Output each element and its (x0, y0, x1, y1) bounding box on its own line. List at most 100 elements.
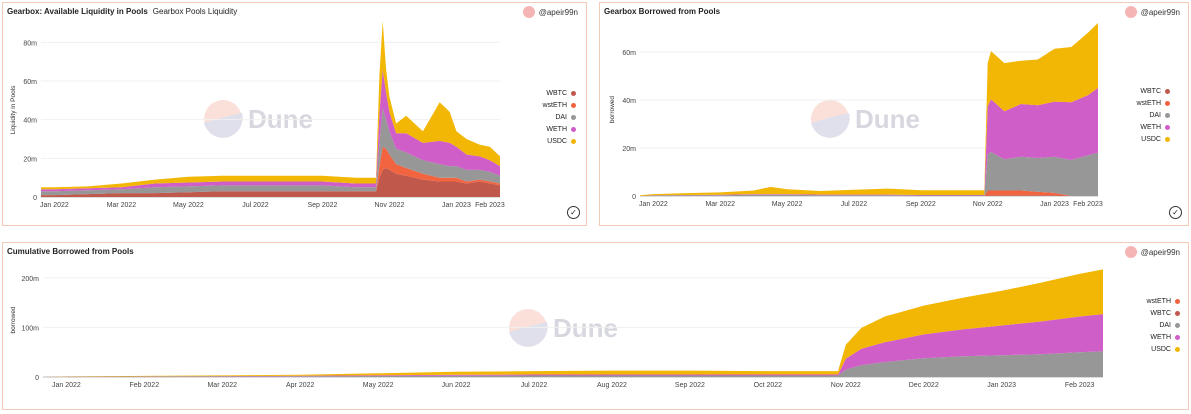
area-usdc (43, 269, 1103, 377)
x-tick-label: Nov 2022 (374, 202, 404, 209)
x-tick-label: Jul 2022 (841, 201, 868, 208)
area-usdc (640, 23, 1098, 196)
area-dai (640, 152, 1098, 196)
x-tick-label: Aug 2022 (597, 382, 627, 389)
legend-swatch (1175, 346, 1180, 352)
x-tick-label: Feb 2023 (475, 202, 505, 209)
legend-swatch (1165, 124, 1170, 130)
area-dai (43, 351, 1103, 377)
x-tick-label: Jan 2022 (40, 202, 69, 209)
watermark-text: Dune (248, 104, 313, 134)
legend-item[interactable]: DAI (1147, 319, 1180, 331)
x-tick-label: Sep 2022 (675, 382, 705, 389)
x-tick-label: Mar 2022 (705, 201, 735, 208)
legend-item[interactable]: DAI (1137, 109, 1170, 121)
legend-item[interactable]: wstETH (543, 99, 576, 111)
legend-label: DAI (1149, 111, 1161, 119)
x-tick-label: Jan 2023 (1040, 201, 1069, 208)
legend-item[interactable]: DAI (543, 111, 576, 123)
x-tick-label: Jul 2022 (521, 382, 548, 389)
area-wsteth (41, 146, 500, 196)
legend-item[interactable]: WBTC (543, 87, 576, 99)
dune-watermark: Dune (204, 100, 313, 138)
x-tick-label: Dec 2022 (909, 382, 939, 389)
legend: wstETH WBTC DAI WETH USDC (1146, 295, 1180, 355)
legend-item[interactable]: wstETH (1146, 295, 1180, 307)
legend-item[interactable]: USDC (1147, 343, 1180, 355)
liquidity-chart: Dune 0 20m 40m 60m 80m Liquidity in Pools Jan 2… (10, 21, 505, 209)
legend-label: USDC (1151, 345, 1171, 353)
x-tick-label: Feb 2023 (1073, 201, 1103, 208)
x-tick-label: Jan 2023 (442, 202, 471, 209)
legend-label: WBTC (546, 89, 567, 97)
legend-swatch (1165, 136, 1170, 142)
legend-label: wstETH (1146, 297, 1172, 305)
dune-watermark: Dune (509, 309, 618, 347)
x-tick-label: Jul 2022 (242, 202, 269, 209)
legend-item[interactable]: WBTC (1147, 307, 1180, 319)
x-tick-label: Mar 2022 (207, 382, 237, 389)
legend-swatch (1175, 322, 1180, 328)
y-tick-label: 0 (35, 375, 39, 382)
legend-label: WETH (1140, 123, 1161, 131)
watermark-text: Dune (553, 313, 618, 343)
x-tick-label: Nov 2022 (973, 201, 1003, 208)
dune-watermark: Dune (811, 100, 920, 138)
legend-item[interactable]: wstETH (1136, 97, 1170, 109)
legend-label: WETH (546, 125, 567, 133)
legend-swatch (1175, 298, 1180, 304)
x-tick-label: May 2022 (363, 382, 394, 389)
legend-label: WETH (1150, 333, 1171, 341)
legend-item[interactable]: WBTC (1137, 85, 1170, 97)
author-name: @apeir99n (1140, 247, 1180, 257)
y-tick-label: 100m (21, 325, 39, 332)
avatar (1124, 6, 1137, 18)
x-tick-label: Nov 2022 (831, 382, 861, 389)
area-dai (41, 108, 500, 196)
panel-title: Gearbox Borrowed from Pools (604, 7, 721, 16)
legend: WBTC wstETH DAI WETH USDC (543, 87, 576, 147)
author-name: @apeir99n (1140, 7, 1180, 17)
y-tick-label: 80m (23, 40, 37, 47)
cumulative-panel: Cumulative Borrowed from Pools @apeir99n… (2, 242, 1189, 410)
author-name: @apeir99n (538, 7, 578, 17)
x-tick-label: Feb 2022 (130, 382, 160, 389)
author-link[interactable]: @apeir99n (522, 6, 578, 18)
author-link[interactable]: @apeir99n (1124, 6, 1180, 18)
verified-check-icon: ✓ (1169, 206, 1182, 219)
liquidity-panel: Gearbox: Available Liquidity in Pools Gea… (2, 2, 587, 226)
legend-swatch (571, 138, 576, 144)
legend-label: WBTC (1150, 309, 1171, 317)
x-tick-label: Jan 2022 (52, 382, 81, 389)
legend-swatch (571, 90, 576, 96)
area-usdc (41, 21, 500, 190)
legend-item[interactable]: WETH (543, 123, 576, 135)
legend-swatch (1165, 88, 1170, 94)
area-weth (43, 314, 1103, 377)
y-tick-label: 200m (21, 276, 39, 283)
legend-item[interactable]: USDC (543, 135, 576, 147)
cumulative-chart: Dune 0 100m 200m borrowed Jan 2022 Feb 2022 Mar… (10, 269, 1103, 389)
panel-subtitle: Gearbox Pools Liquidity (152, 7, 238, 16)
legend-swatch (571, 114, 576, 120)
borrowed-chart: Dune 0 20m 40m 60m borrowed Jan 2022 Mar 2022 Ma… (609, 23, 1103, 208)
legend-item[interactable]: USDC (1137, 133, 1170, 145)
legend-label: USDC (547, 137, 567, 145)
legend-item[interactable]: WETH (1137, 121, 1170, 133)
x-tick-label: Sep 2022 (906, 201, 936, 208)
legend-label: wstETH (1136, 99, 1162, 107)
legend-label: WBTC (1140, 87, 1161, 95)
legend-label: USDC (1141, 135, 1161, 143)
y-tick-label: 40m (622, 98, 636, 105)
legend-swatch (571, 102, 576, 108)
y-axis-label: borrowed (10, 306, 17, 333)
area-weth (41, 69, 500, 192)
y-tick-label: 0 (33, 195, 37, 202)
legend-label: DAI (555, 113, 567, 121)
y-tick-label: 20m (622, 146, 636, 153)
panel-title: Cumulative Borrowed from Pools (7, 247, 134, 256)
author-link[interactable]: @apeir99n (1124, 246, 1180, 258)
x-tick-label: Feb 2023 (1065, 382, 1095, 389)
legend-item[interactable]: WETH (1147, 331, 1180, 343)
avatar (522, 6, 535, 18)
